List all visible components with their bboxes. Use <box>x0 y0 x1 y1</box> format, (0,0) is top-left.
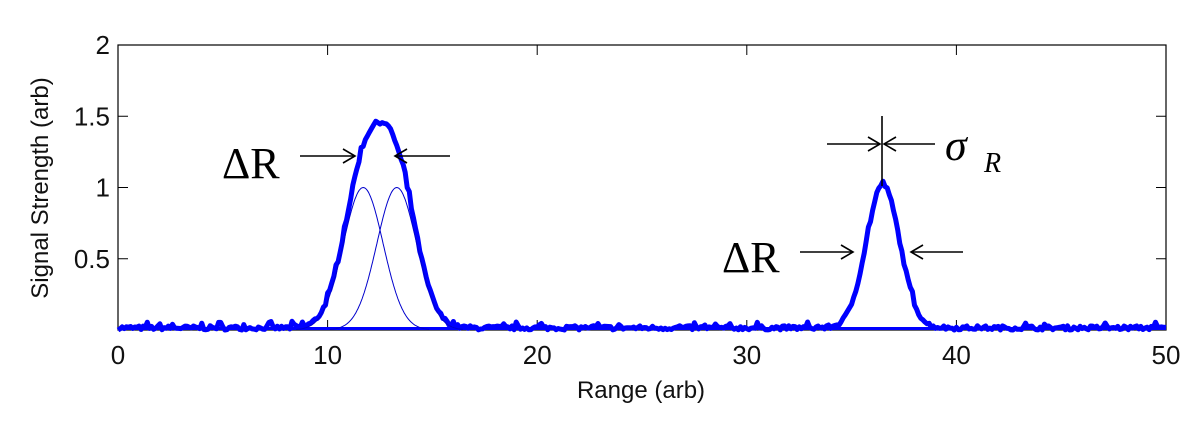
delta-r-arrow-right-head <box>393 148 408 164</box>
component-peak-line <box>296 186 430 330</box>
y-tick-label: 1 <box>96 173 110 203</box>
width-arrow-left-head <box>840 244 855 260</box>
x-tick-label: 50 <box>1152 340 1181 370</box>
width-arrow-right-head <box>909 244 924 260</box>
component-peak-line <box>329 186 463 330</box>
sigma-label: σ <box>945 121 969 170</box>
delta-r-arrow-left-head <box>342 148 357 164</box>
x-tick-label: 0 <box>111 340 125 370</box>
x-tick-label: 10 <box>313 340 342 370</box>
sigma-arrow-left-head <box>867 136 882 152</box>
sigma-arrow-right-head <box>882 136 897 152</box>
x-tick-label: 40 <box>942 340 971 370</box>
delta-r-label-right: ΔR <box>722 233 780 282</box>
x-axis-title: Range (arb) <box>577 377 705 404</box>
y-tick-label: 0.5 <box>74 244 110 274</box>
delta-r-label-left: ΔR <box>222 139 280 188</box>
plot-series <box>116 118 1167 333</box>
plot-annotations: ΔR ΔR σ R <box>222 116 1001 282</box>
y-tick-label: 1.5 <box>74 101 110 131</box>
x-tick-label: 20 <box>523 340 552 370</box>
y-tick-label: 2 <box>96 30 110 60</box>
sigma-subscript: R <box>983 148 1001 179</box>
y-axis-title: Signal Strength (arb) <box>27 77 54 298</box>
plot-axes: 0 10 20 30 40 50 0.5 1 1.5 2 <box>74 30 1181 370</box>
x-tick-label: 30 <box>732 340 761 370</box>
